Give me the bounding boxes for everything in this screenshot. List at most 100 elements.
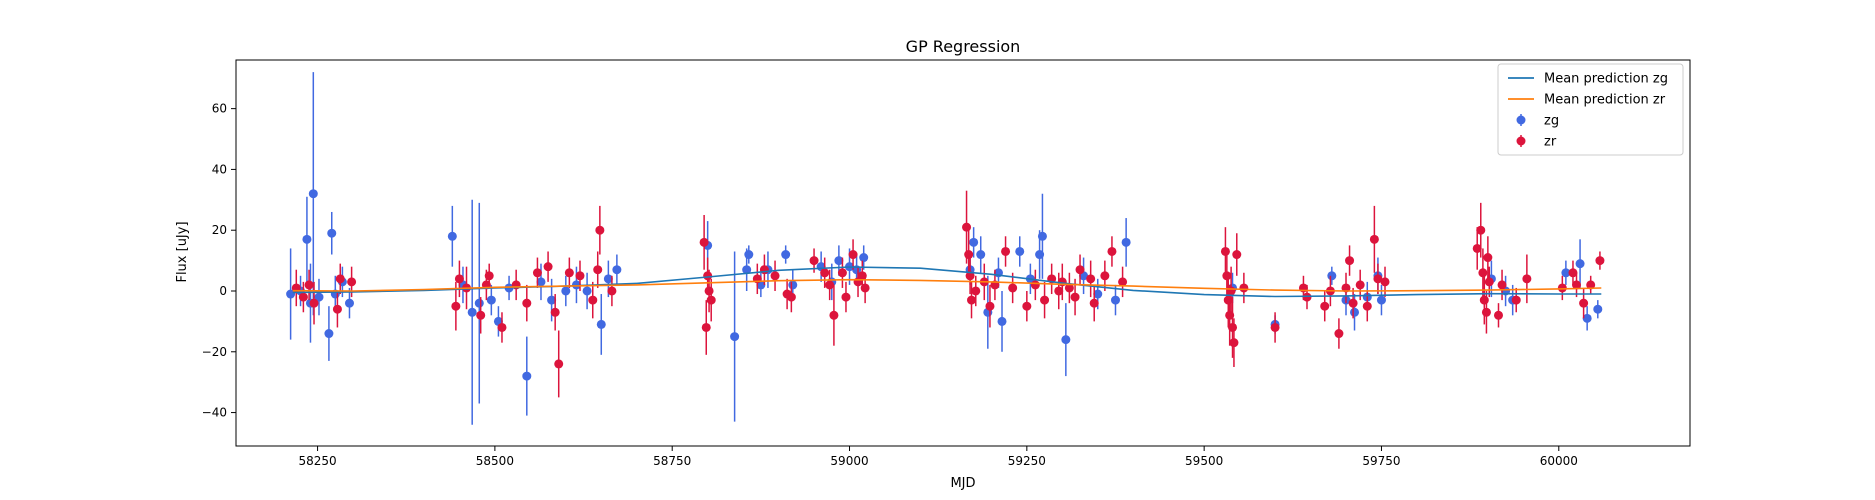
zg-point-37 — [834, 256, 844, 266]
x-tick-label-6: 59750 — [1362, 454, 1400, 468]
zr-point-91 — [1373, 274, 1383, 284]
zr-point-12 — [484, 271, 494, 281]
zg-point-69 — [1582, 313, 1592, 323]
zr-point-38 — [825, 280, 835, 290]
zr-point-54 — [1001, 246, 1011, 256]
zr-point-32 — [759, 265, 769, 275]
legend-item-mean-prediction-zr-label: Mean prediction zr — [1544, 93, 1666, 108]
zr-point-105 — [1568, 268, 1578, 278]
zg-point-14 — [474, 298, 484, 308]
zr-point-49 — [967, 295, 977, 305]
zr-point-2 — [304, 280, 314, 290]
zg-point-21 — [561, 286, 571, 296]
zr-point-58 — [1040, 295, 1050, 305]
zr-point-109 — [1595, 256, 1605, 266]
zr-point-88 — [1355, 280, 1365, 290]
zr-point-46 — [962, 222, 972, 232]
zr-point-79 — [1270, 322, 1280, 332]
legend-item-zg-marker-swatch — [1516, 115, 1526, 125]
chart-title: GP Regression — [906, 37, 1021, 56]
zr-point-64 — [1075, 265, 1085, 275]
zr-point-106 — [1572, 280, 1582, 290]
zr-point-42 — [848, 250, 858, 260]
zr-point-26 — [699, 237, 709, 247]
zr-point-68 — [1107, 246, 1117, 256]
zr-point-99 — [1484, 277, 1494, 287]
zr-point-3 — [309, 298, 319, 308]
zr-point-75 — [1228, 322, 1238, 332]
zr-point-20 — [564, 268, 574, 278]
zr-point-70 — [1220, 246, 1230, 256]
x-tick-label-2: 58750 — [653, 454, 691, 468]
zr-point-96 — [1479, 295, 1489, 305]
mean-prediction-zr-line — [292, 278, 1602, 292]
zr-point-7 — [451, 301, 461, 311]
zg-point-23 — [582, 286, 592, 296]
mean-prediction-lines — [292, 266, 1602, 298]
zg-point-24 — [596, 319, 606, 329]
zr-point-29 — [704, 286, 714, 296]
zg-point-11 — [447, 231, 457, 241]
zr-point-37 — [820, 268, 830, 278]
zr-point-82 — [1320, 301, 1330, 311]
zr-point-108 — [1586, 280, 1596, 290]
zr-point-19 — [554, 359, 564, 369]
zg-point-6 — [324, 329, 334, 339]
zr-point-39 — [829, 310, 839, 320]
zr-point-30 — [706, 295, 716, 305]
zr-point-13 — [497, 322, 507, 332]
zg-point-58 — [1327, 271, 1337, 281]
zr-point-56 — [1022, 301, 1032, 311]
zr-point-98 — [1483, 253, 1493, 263]
zg-point-33 — [781, 250, 791, 260]
zg-point-40 — [859, 253, 869, 263]
zg-point-54 — [1110, 295, 1120, 305]
y-axis-label: Flux [uJy] — [175, 221, 190, 282]
zr-point-81 — [1302, 292, 1312, 302]
zr-point-104 — [1557, 283, 1567, 293]
zr-point-76 — [1229, 338, 1239, 348]
zg-point-10 — [344, 298, 354, 308]
zr-point-28 — [703, 271, 713, 281]
zg-point-50 — [1037, 231, 1047, 241]
zr-point-71 — [1222, 271, 1232, 281]
zg-point-26 — [612, 265, 622, 275]
zg-point-67 — [1561, 268, 1571, 278]
zr-point-74 — [1226, 286, 1236, 296]
zr-point-45 — [860, 283, 870, 293]
legend-item-mean-prediction-zg-label: Mean prediction zg — [1544, 72, 1668, 87]
legend-item-zr-marker-swatch — [1516, 136, 1526, 146]
zg-point-28 — [730, 332, 740, 342]
zg-point-60 — [1350, 307, 1360, 317]
zr-point-102 — [1511, 295, 1521, 305]
zr-point-94 — [1476, 225, 1486, 235]
zg-point-5 — [314, 292, 324, 302]
zr-point-47 — [964, 250, 974, 260]
series-zg — [286, 72, 1603, 425]
zr-point-10 — [476, 310, 486, 320]
zg-point-2 — [302, 234, 312, 244]
zr-point-24 — [595, 225, 605, 235]
zr-point-84 — [1334, 329, 1344, 339]
zr-point-97 — [1481, 307, 1491, 317]
zr-point-78 — [1239, 283, 1249, 293]
zr-point-103 — [1522, 274, 1532, 284]
legend-item-zg-label: zg — [1544, 114, 1559, 129]
zr-point-6 — [347, 277, 357, 287]
zr-point-95 — [1478, 268, 1488, 278]
zg-point-13 — [467, 307, 477, 317]
zg-point-46 — [997, 316, 1007, 326]
zr-point-57 — [1030, 280, 1040, 290]
zr-point-21 — [575, 271, 585, 281]
y-tick-label-1: −20 — [202, 345, 227, 359]
zr-point-18 — [550, 307, 560, 317]
zr-point-5 — [335, 274, 345, 284]
zr-point-90 — [1369, 234, 1379, 244]
zr-point-35 — [786, 292, 796, 302]
y-tick-label-5: 60 — [212, 102, 227, 116]
zr-point-27 — [701, 322, 711, 332]
legend-item-zr-label: zr — [1544, 135, 1557, 150]
zg-point-34 — [788, 280, 798, 290]
y-tick-label-4: 40 — [212, 162, 227, 176]
zr-point-41 — [841, 292, 851, 302]
